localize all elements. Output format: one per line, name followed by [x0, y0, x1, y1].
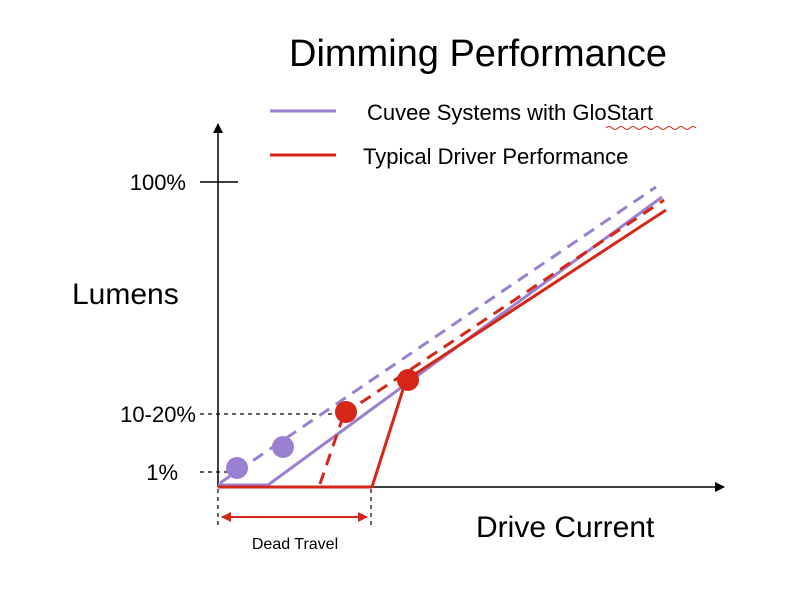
series-red [218, 198, 667, 489]
y-axis-label: Lumens [72, 278, 179, 311]
legend: Cuvee Systems with GloStart Typical Driv… [270, 100, 697, 169]
legend-label-purple: Cuvee Systems with GloStart [367, 100, 653, 125]
legend-label-red: Typical Driver Performance [363, 144, 628, 169]
red-solid-line [405, 208, 667, 382]
tick-label-1: 1% [146, 460, 178, 485]
red-solid-rise [370, 379, 408, 488]
dead-travel-annotation: Dead Travel [217, 489, 372, 553]
chart-title: Dimming Performance [289, 33, 667, 75]
tick-label-10-20: 10-20% [120, 402, 196, 427]
tick-label-100: 100% [130, 170, 186, 195]
dead-travel-label: Dead Travel [252, 536, 338, 553]
red-dashed-line [343, 198, 665, 416]
purple-dashed-line [219, 185, 657, 485]
purple-point-1 [226, 457, 248, 479]
spellcheck-underline [605, 126, 697, 130]
x-axis-label: Drive Current [476, 511, 655, 544]
red-point-2 [397, 369, 419, 391]
series-purple [218, 185, 663, 487]
red-point-1 [335, 401, 357, 423]
purple-point-2 [272, 436, 294, 458]
red-dashed-rise [318, 413, 346, 485]
